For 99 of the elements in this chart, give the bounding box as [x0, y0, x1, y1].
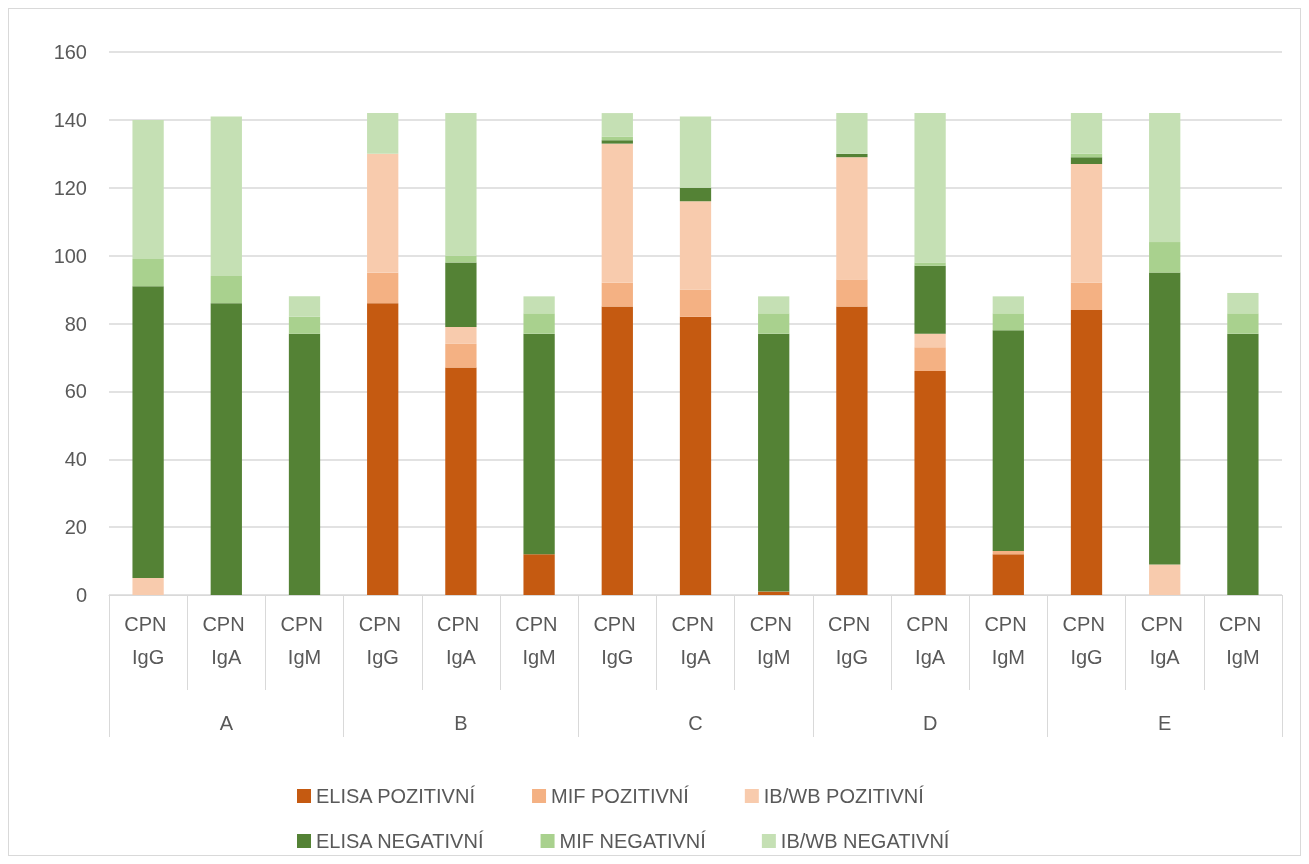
y-tick-label: 40 [64, 448, 87, 471]
y-tick-label: 140 [53, 108, 87, 131]
x-tick-label: CPN IgG [358, 612, 407, 668]
x-tick-label: CPN IgM [984, 612, 1033, 668]
bar [132, 578, 164, 595]
bar [445, 367, 477, 595]
legend-label: MIF POZITIVNÍ [551, 785, 690, 807]
bar [210, 303, 242, 595]
bar [601, 113, 633, 137]
y-tick-label: 120 [53, 176, 87, 199]
x-tick-label: CPN IgA [671, 612, 720, 668]
bar [1149, 113, 1181, 243]
bar [1070, 157, 1103, 164]
bar [288, 333, 321, 595]
bar [679, 116, 712, 188]
x-tick-label: CPN IgG [124, 612, 172, 668]
text: E [1158, 712, 1172, 734]
x-tick-label: CPN IgA [1140, 612, 1189, 668]
text: A [219, 712, 234, 734]
bar [445, 326, 477, 344]
bar [992, 330, 1024, 551]
bar [601, 143, 633, 283]
bar [679, 316, 712, 595]
legend-label: IB/WB POZITIVNÍ [763, 785, 925, 807]
bar [367, 153, 399, 273]
bar [758, 313, 790, 334]
bar [914, 113, 946, 263]
y-tick-label: 80 [64, 312, 87, 335]
bar [914, 262, 946, 266]
bar [679, 201, 712, 290]
bar [836, 157, 868, 280]
bar [367, 272, 399, 304]
bar [914, 333, 946, 348]
bar [914, 371, 946, 595]
bar [1149, 564, 1181, 595]
bar [523, 554, 555, 595]
legend-label: ELISA POZITIVNÍ [316, 785, 476, 807]
bar [601, 140, 633, 144]
legend-label: IB/WB NEGATIVNÍ [780, 830, 950, 852]
y-tick-label: 0 [75, 584, 87, 606]
bar [132, 286, 164, 579]
x-tick-label: CPN IgG [1062, 612, 1111, 668]
bar [1227, 333, 1259, 595]
bar [992, 554, 1024, 595]
bar [992, 313, 1024, 331]
bar [445, 255, 477, 263]
bar [836, 113, 868, 154]
bar [1070, 163, 1103, 283]
bar [1149, 272, 1181, 565]
text: B [454, 712, 468, 734]
bar [679, 187, 712, 202]
bar [445, 343, 477, 368]
bar [758, 296, 790, 314]
bar [210, 116, 242, 276]
bar [1070, 282, 1103, 310]
bar [679, 289, 712, 317]
bar [601, 306, 633, 595]
bar [367, 113, 399, 154]
bar [758, 333, 790, 592]
bar [445, 113, 477, 256]
bar [836, 306, 868, 595]
x-tick-label: CPN IgG [828, 612, 876, 668]
x-tick-label: CPN IgM [749, 612, 798, 668]
bar [836, 153, 868, 158]
bar [914, 265, 946, 334]
y-tick-label: 160 [53, 41, 87, 63]
x-tick-label: CPN IgM [280, 612, 329, 668]
bar [210, 275, 242, 304]
bar [523, 296, 555, 314]
bar [1149, 242, 1181, 273]
bar [523, 333, 555, 555]
x-tick-label: CPN IgM [1219, 612, 1267, 668]
y-tick-label: 100 [53, 244, 87, 267]
x-tick-label: CPN IgA [437, 612, 485, 668]
bar [132, 259, 164, 287]
bar [1070, 309, 1103, 595]
bar [132, 119, 164, 260]
bar [992, 296, 1024, 314]
x-tick-label: CPN IgA [202, 612, 251, 668]
bar [601, 282, 633, 307]
bar [1227, 292, 1259, 314]
bar [836, 279, 868, 307]
bar [914, 347, 946, 372]
bar [445, 262, 477, 327]
x-tick-label: CPN IgM [515, 612, 563, 668]
bar [288, 296, 321, 317]
text: C [688, 712, 703, 734]
legend-label: MIF NEGATIVNÍ [559, 830, 707, 852]
bar [1227, 313, 1259, 334]
bar [367, 303, 399, 595]
bar [288, 316, 321, 334]
y-tick-label: 20 [64, 516, 87, 539]
y-tick-label: 60 [64, 380, 87, 403]
x-tick-label: CPN IgA [906, 612, 954, 668]
x-tick-label: CPN IgG [593, 612, 642, 668]
bar [523, 313, 555, 334]
bar [1070, 113, 1103, 154]
legend-label: ELISA NEGATIVNÍ [316, 830, 484, 852]
text: D [922, 712, 938, 734]
